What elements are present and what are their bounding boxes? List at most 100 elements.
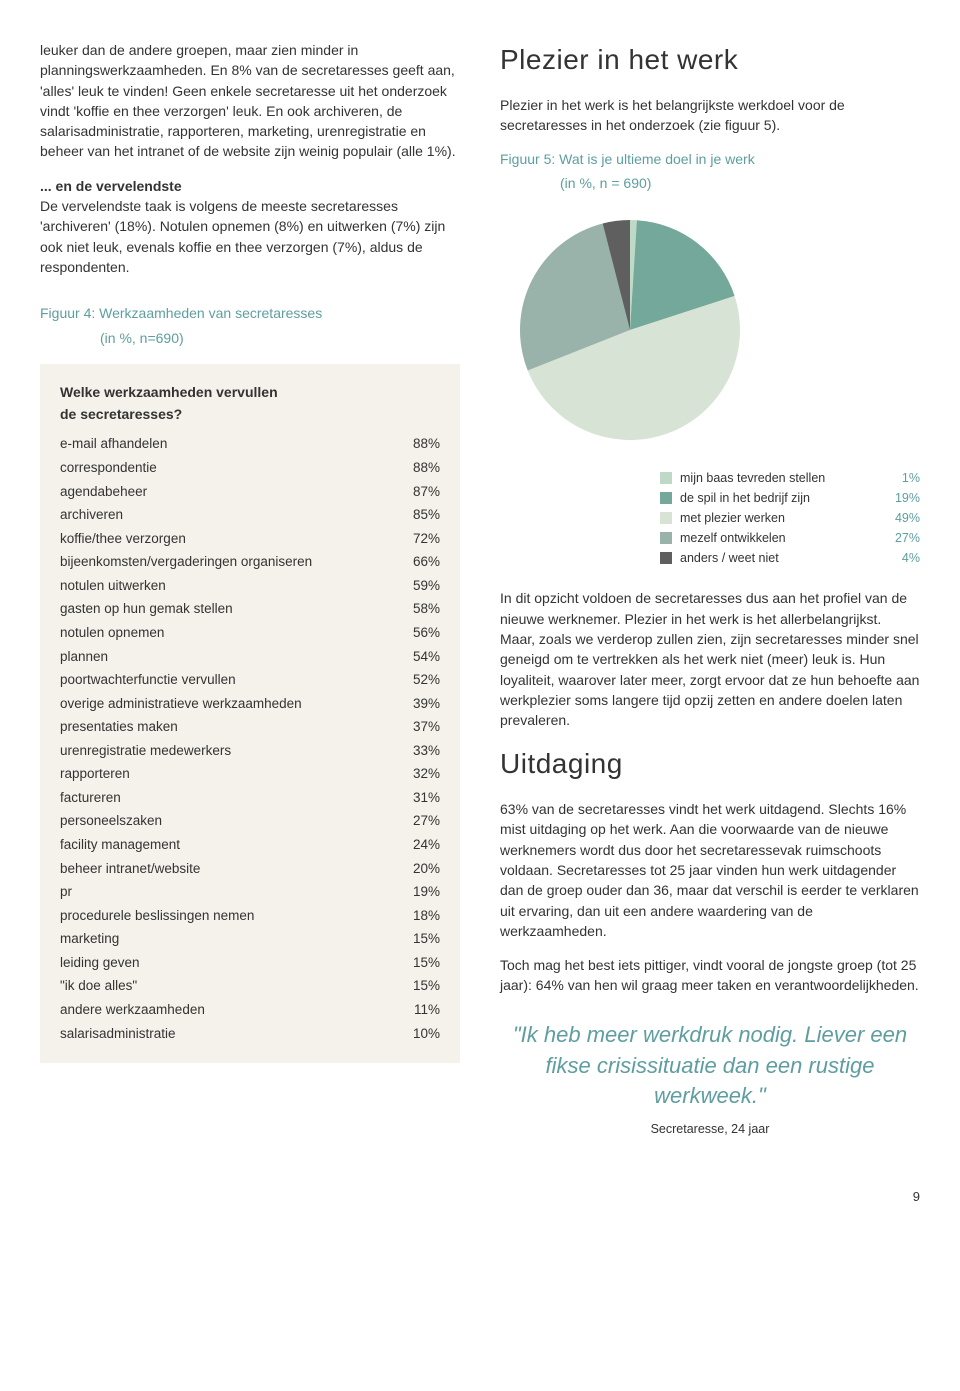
- fig5-label: Figuur 5:: [500, 151, 555, 167]
- task-percent: 19%: [413, 882, 440, 902]
- task-label: salarisadministratie: [60, 1024, 176, 1044]
- figure-4-caption: Figuur 4: Werkzaamheden van secretaresse…: [40, 303, 460, 348]
- fig4-question-line2: de secretaresses?: [60, 404, 440, 424]
- pull-quote-attribution: Secretaresse, 24 jaar: [500, 1120, 920, 1138]
- table-row: personeelszaken27%: [60, 809, 440, 833]
- task-percent: 37%: [413, 717, 440, 737]
- table-row: facility management24%: [60, 833, 440, 857]
- legend-swatch: [660, 532, 672, 544]
- task-label: archiveren: [60, 505, 123, 525]
- task-percent: 39%: [413, 694, 440, 714]
- legend-swatch: [660, 472, 672, 484]
- pie-chart-svg: [500, 210, 760, 450]
- fig5-subtitle: (in %, n = 690): [560, 173, 920, 193]
- fig4-question-line1: Welke werkzaamheden vervullen: [60, 382, 440, 402]
- table-row: salarisadministratie 10%: [60, 1022, 440, 1046]
- table-row: presentaties maken37%: [60, 715, 440, 739]
- task-label: correspondentie: [60, 458, 157, 478]
- legend-swatch: [660, 552, 672, 564]
- task-percent: 66%: [413, 552, 440, 572]
- task-label: gasten op hun gemak stellen: [60, 599, 233, 619]
- task-label: andere werkzaamheden: [60, 1000, 205, 1020]
- table-row: bijeenkomsten/vergaderingen organiseren 6…: [60, 550, 440, 574]
- legend-swatch: [660, 492, 672, 504]
- task-percent: 15%: [413, 953, 440, 973]
- legend-label: de spil in het bedrijf zijn: [680, 489, 876, 507]
- table-row: e-mail afhandelen 88%: [60, 432, 440, 456]
- legend-label: mezelf ontwikkelen: [680, 529, 876, 547]
- task-percent: 15%: [413, 976, 440, 996]
- right-column: Plezier in het werk Plezier in het werk …: [500, 40, 920, 1158]
- table-row: poortwachterfunctie vervullen 52%: [60, 668, 440, 692]
- legend-percent: 4%: [884, 549, 920, 567]
- vervelendste-body: De vervelendste taak is volgens de meest…: [40, 198, 445, 275]
- legend-row: mezelf ontwikkelen 27%: [660, 528, 920, 548]
- legend-percent: 27%: [884, 529, 920, 547]
- fig4-label: Figuur 4:: [40, 305, 95, 321]
- table-row: leiding geven 15%: [60, 951, 440, 975]
- task-percent: 88%: [413, 458, 440, 478]
- task-label: overige administratieve werkzaamheden: [60, 694, 302, 714]
- fig4-title: Werkzaamheden van secretaresses: [99, 305, 322, 321]
- table-row: procedurele beslissingen nemen 18%: [60, 904, 440, 928]
- task-label: bijeenkomsten/vergaderingen organiseren: [60, 552, 312, 572]
- table-row: notulen uitwerken59%: [60, 574, 440, 598]
- legend-label: mijn baas tevreden stellen: [680, 469, 876, 487]
- table-row: agendabeheer87%: [60, 480, 440, 504]
- figure-5-caption: Figuur 5: Wat is je ultieme doel in je w…: [500, 149, 920, 194]
- legend-row: met plezier werken 49%: [660, 508, 920, 528]
- fig5-title: Wat is je ultieme doel in je werk: [559, 151, 755, 167]
- task-percent: 15%: [413, 929, 440, 949]
- task-percent: 58%: [413, 599, 440, 619]
- task-percent: 33%: [413, 741, 440, 761]
- table-row: rapporteren 32%: [60, 762, 440, 786]
- task-percent: 85%: [413, 505, 440, 525]
- table-row: gasten op hun gemak stellen 58%: [60, 597, 440, 621]
- intro-paragraph: leuker dan de andere groepen, maar zien …: [40, 40, 460, 162]
- task-label: poortwachterfunctie vervullen: [60, 670, 236, 690]
- legend-swatch: [660, 512, 672, 524]
- task-percent: 18%: [413, 906, 440, 926]
- task-label: rapporteren: [60, 764, 130, 784]
- vervelendste-block: ... en de vervelendste De vervelendste t…: [40, 176, 460, 277]
- legend-percent: 1%: [884, 469, 920, 487]
- plezier-para-2: In dit opzicht voldoen de secretaresses …: [500, 588, 920, 730]
- task-label: e-mail afhandelen: [60, 434, 167, 454]
- task-label: "ik doe alles": [60, 976, 137, 996]
- fig4-subtitle: (in %, n=690): [100, 328, 460, 348]
- legend-label: anders / weet niet: [680, 549, 876, 567]
- page-number: 9: [40, 1188, 920, 1207]
- fig4-rows-container: e-mail afhandelen88%correspondentie88%ag…: [60, 432, 440, 1045]
- table-row: marketing15%: [60, 927, 440, 951]
- task-label: leiding geven: [60, 953, 140, 973]
- heading-uitdaging: Uitdaging: [500, 744, 920, 785]
- uitdaging-para-2: Toch mag het best iets pittiger, vindt v…: [500, 955, 920, 996]
- heading-plezier: Plezier in het werk: [500, 40, 920, 81]
- table-row: plannen54%: [60, 645, 440, 669]
- table-row: archiveren 85%: [60, 503, 440, 527]
- table-row: andere werkzaamheden11%: [60, 998, 440, 1022]
- table-row: beheer intranet/website20%: [60, 857, 440, 881]
- table-row: koffie/thee verzorgen72%: [60, 527, 440, 551]
- table-row: overige administratieve werkzaamheden 39%: [60, 692, 440, 716]
- figure-5-pie: mijn baas tevreden stellen 1% de spil in h…: [500, 210, 920, 569]
- legend-row: anders / weet niet 4%: [660, 548, 920, 568]
- task-label: procedurele beslissingen nemen: [60, 906, 254, 926]
- task-label: notulen opnemen: [60, 623, 164, 643]
- task-label: pr: [60, 882, 72, 902]
- legend-percent: 19%: [884, 489, 920, 507]
- legend-percent: 49%: [884, 509, 920, 527]
- task-label: urenregistratie medewerkers: [60, 741, 231, 761]
- table-row: notulen opnemen 56%: [60, 621, 440, 645]
- task-percent: 32%: [413, 764, 440, 784]
- task-percent: 56%: [413, 623, 440, 643]
- legend-label: met plezier werken: [680, 509, 876, 527]
- figure-4-table: Welke werkzaamheden vervullen de secreta…: [40, 364, 460, 1063]
- task-percent: 10%: [413, 1024, 440, 1044]
- task-label: plannen: [60, 647, 108, 667]
- table-row: urenregistratie medewerkers 33%: [60, 739, 440, 763]
- left-column: leuker dan de andere groepen, maar zien …: [40, 40, 460, 1158]
- table-row: "ik doe alles" 15%: [60, 974, 440, 998]
- task-percent: 52%: [413, 670, 440, 690]
- task-percent: 88%: [413, 434, 440, 454]
